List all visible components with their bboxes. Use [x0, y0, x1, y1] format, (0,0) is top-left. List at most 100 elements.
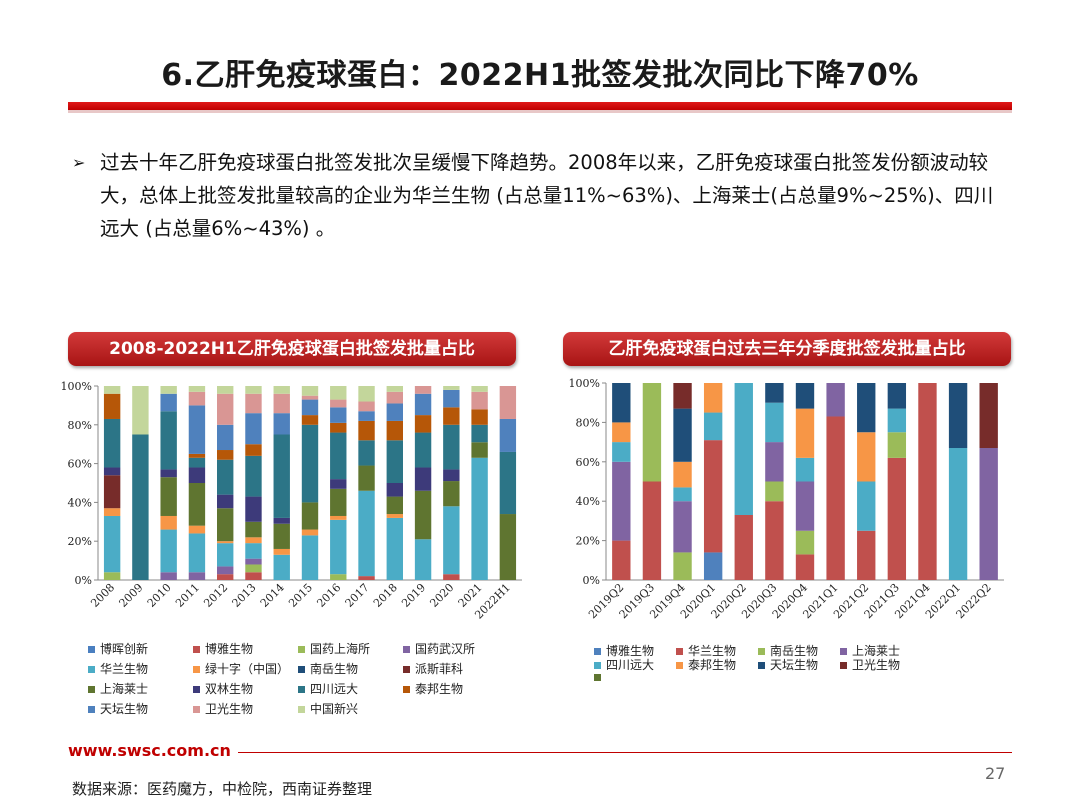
- legend-swatch: [758, 662, 765, 669]
- x-tick-label: 2011: [173, 581, 202, 610]
- y-tick-label: 100%: [61, 380, 92, 393]
- bar-segment: [471, 409, 488, 425]
- bar-segment: [132, 386, 149, 435]
- bar-segment: [132, 434, 149, 580]
- legend-swatch: [298, 706, 305, 713]
- x-tick-label: 2017: [343, 581, 372, 610]
- legend-item: 绿十字（中国）: [193, 660, 289, 677]
- bar-segment: [273, 434, 290, 518]
- bar-segment: [273, 413, 290, 435]
- y-tick-label: 40%: [68, 496, 92, 509]
- legend-swatch: [594, 662, 601, 669]
- legend-label: 双林生物: [205, 682, 254, 696]
- bar-segment: [217, 574, 234, 580]
- y-tick-label: 40%: [576, 495, 600, 508]
- bar-segment: [245, 496, 262, 522]
- legend-swatch: [88, 646, 95, 653]
- legend-swatch: [594, 648, 601, 655]
- bar-segment: [612, 461, 631, 541]
- bar-segment: [386, 440, 403, 483]
- bar-segment: [443, 389, 460, 408]
- legend-label: 华兰生物: [688, 644, 737, 658]
- bar-segment: [245, 572, 262, 580]
- bar-segment: [443, 469, 460, 482]
- legend-swatch: [676, 662, 683, 669]
- bar-segment: [673, 487, 692, 502]
- bar-segment: [188, 467, 206, 483]
- bar-segment: [188, 525, 206, 534]
- bar-segment: [273, 523, 290, 549]
- legend-item: 国药上海所: [298, 640, 370, 657]
- bar-segment: [330, 399, 347, 408]
- legend-item: 四川远大: [298, 680, 358, 697]
- legend-item: 中国新兴: [298, 700, 358, 717]
- y-tick-label: 80%: [576, 416, 600, 429]
- bar-segment: [301, 502, 319, 530]
- bar-segment: [103, 467, 121, 476]
- bar-segment: [217, 508, 234, 542]
- bar-segment: [795, 481, 815, 531]
- bar-segment: [358, 411, 375, 421]
- bar-segment: [612, 383, 631, 423]
- bar-segment: [857, 481, 876, 531]
- bar-segment: [673, 461, 692, 488]
- bar-segment: [642, 481, 662, 580]
- bar-segment: [188, 457, 206, 468]
- legend-swatch: [88, 666, 95, 673]
- bar-segment: [245, 386, 262, 394]
- legend-item: 四川远大: [594, 656, 654, 673]
- bar-segment: [245, 413, 262, 445]
- bar-segment: [103, 386, 121, 394]
- bar-segment: [301, 535, 319, 580]
- bar-segment: [443, 386, 460, 390]
- bar-segment: [642, 383, 662, 482]
- bar-segment: [330, 432, 347, 480]
- bar-segment: [386, 391, 403, 404]
- bar-segment: [734, 514, 753, 580]
- bar-segment: [471, 424, 488, 443]
- legend-label: 天坛生物: [100, 702, 149, 716]
- bar-segment: [358, 386, 375, 402]
- legend-label: 泰邦生物: [688, 658, 737, 672]
- bar-segment: [499, 451, 517, 515]
- bar-segment: [443, 574, 460, 580]
- bar-segment: [273, 554, 290, 580]
- bar-segment: [103, 515, 121, 573]
- bar-segment: [188, 453, 206, 458]
- legend-swatch: [298, 686, 305, 693]
- legend-swatch: [840, 662, 847, 669]
- bar-segment: [273, 386, 290, 394]
- legend-swatch: [298, 666, 305, 673]
- bar-segment: [160, 469, 177, 478]
- bar-segment: [795, 554, 815, 580]
- bar-segment: [414, 467, 432, 491]
- legend-label: 南岳生物: [770, 644, 819, 658]
- legend-item: 泰邦生物: [403, 680, 463, 697]
- bar-segment: [273, 548, 290, 555]
- bar-segment: [160, 515, 177, 530]
- bar-segment: [795, 408, 815, 458]
- chart-title-annual: 2008-2022H1乙肝免疫球蛋白批签发批量占比: [68, 332, 516, 366]
- bar-segment: [948, 448, 968, 580]
- bar-segment: [612, 442, 631, 462]
- bar-segment: [386, 483, 403, 497]
- bar-segment: [612, 540, 631, 580]
- legend-label: 卫光生物: [852, 658, 901, 672]
- y-tick-label: 60%: [68, 458, 92, 471]
- bar-segment: [245, 521, 262, 538]
- bar-segment: [918, 383, 937, 580]
- bar-segment: [217, 459, 234, 495]
- legend-swatch: [403, 646, 410, 653]
- bar-segment: [245, 444, 262, 456]
- x-tick-label: 2018: [371, 581, 400, 610]
- legend-item: 天坛生物: [88, 700, 148, 717]
- bar-segment: [673, 383, 692, 409]
- bar-segment: [386, 514, 403, 518]
- x-tick-label: 2016: [314, 581, 343, 610]
- bar-segment: [765, 442, 784, 482]
- bar-segment: [887, 408, 907, 433]
- legend-swatch: [88, 706, 95, 713]
- bar-segment: [103, 393, 121, 419]
- bar-segment: [979, 383, 998, 449]
- legend-swatch: [758, 648, 765, 655]
